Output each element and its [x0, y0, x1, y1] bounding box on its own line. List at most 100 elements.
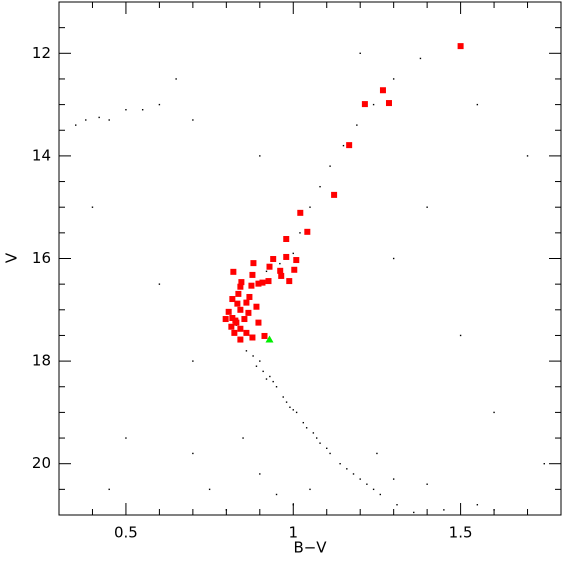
field-star	[352, 473, 355, 475]
star-marker	[346, 142, 353, 149]
field-star	[309, 206, 311, 208]
y-axis-label: V	[3, 252, 21, 263]
field-star	[372, 103, 375, 106]
star-marker	[235, 290, 242, 297]
star-marker	[265, 278, 272, 285]
field-star	[493, 509, 495, 511]
y-tick-label: 20	[32, 454, 51, 472]
star-marker	[259, 279, 266, 286]
field-star	[208, 488, 211, 491]
star-marker	[231, 329, 238, 336]
field-star	[339, 463, 341, 465]
star-marker	[266, 263, 273, 270]
star-marker	[229, 296, 236, 303]
field-star	[376, 452, 378, 455]
field-star	[543, 463, 545, 465]
field-star	[91, 206, 94, 208]
star-marker	[243, 329, 250, 336]
field-star	[366, 483, 368, 485]
star-marker	[297, 209, 304, 216]
field-star	[315, 437, 318, 439]
field-star	[379, 493, 381, 496]
star-marker	[238, 279, 245, 286]
field-star	[305, 427, 308, 429]
y-tick-label: 16	[32, 249, 51, 267]
field-star	[396, 504, 398, 506]
field-star	[192, 360, 194, 362]
field-star	[255, 365, 258, 367]
star-marker	[234, 300, 241, 307]
star-marker	[261, 332, 268, 339]
star-marker	[255, 280, 262, 287]
y-tick-label: 14	[32, 146, 51, 164]
field-star	[285, 401, 288, 403]
field-star	[259, 155, 261, 157]
field-star	[141, 109, 144, 111]
star-marker	[245, 309, 252, 316]
field-star	[319, 185, 321, 188]
star-marker	[255, 319, 262, 326]
x-tick-label: 0.5	[114, 524, 138, 542]
field-star	[225, 509, 228, 511]
field-star	[265, 378, 268, 380]
star-marker	[229, 315, 236, 322]
x-axis-label: B−V	[293, 539, 327, 557]
star-marker	[222, 316, 229, 323]
field-star	[282, 396, 284, 398]
field-star	[346, 468, 348, 470]
star-marker	[361, 101, 368, 108]
field-star	[272, 380, 274, 383]
star-marker	[237, 336, 244, 343]
field-star	[359, 52, 361, 54]
field-star	[158, 283, 161, 285]
field-star	[319, 442, 321, 444]
field-star	[245, 350, 248, 352]
field-star	[85, 119, 87, 121]
y-tick-label: 18	[32, 352, 51, 370]
field-star	[309, 488, 311, 491]
field-star	[392, 478, 395, 480]
field-star	[279, 262, 281, 265]
field-star	[259, 360, 261, 362]
field-star	[289, 406, 291, 408]
field-star	[108, 488, 110, 491]
field-star	[125, 437, 127, 439]
field-star	[312, 432, 315, 434]
field-star	[242, 437, 244, 439]
field-star	[419, 57, 422, 60]
star-marker	[243, 299, 250, 306]
field-star	[108, 119, 110, 121]
star-marker	[228, 323, 235, 330]
star-marker	[331, 191, 338, 198]
field-star	[75, 124, 77, 126]
star-marker	[286, 278, 293, 285]
star-marker	[277, 267, 284, 274]
field-star	[493, 411, 495, 414]
field-star	[262, 370, 264, 373]
star-marker	[457, 43, 464, 50]
star-marker	[246, 293, 253, 300]
field-star	[476, 504, 479, 506]
star-marker	[293, 257, 300, 264]
star-marker	[265, 335, 274, 343]
star-marker	[385, 100, 392, 107]
star-marker	[304, 228, 311, 235]
star-marker	[291, 266, 298, 273]
star-marker	[241, 316, 248, 323]
plot-frame	[58, 1, 562, 516]
field-star	[252, 355, 254, 357]
field-star	[359, 478, 361, 480]
field-star	[175, 78, 177, 80]
field-star	[275, 386, 278, 388]
field-star	[326, 447, 328, 450]
field-star	[158, 103, 161, 106]
star-marker	[379, 87, 386, 94]
y-tick-label: 12	[32, 44, 51, 62]
field-star	[275, 493, 278, 496]
star-marker	[283, 236, 290, 243]
star-marker	[237, 283, 244, 290]
star-marker	[248, 282, 255, 289]
field-star	[426, 483, 428, 485]
